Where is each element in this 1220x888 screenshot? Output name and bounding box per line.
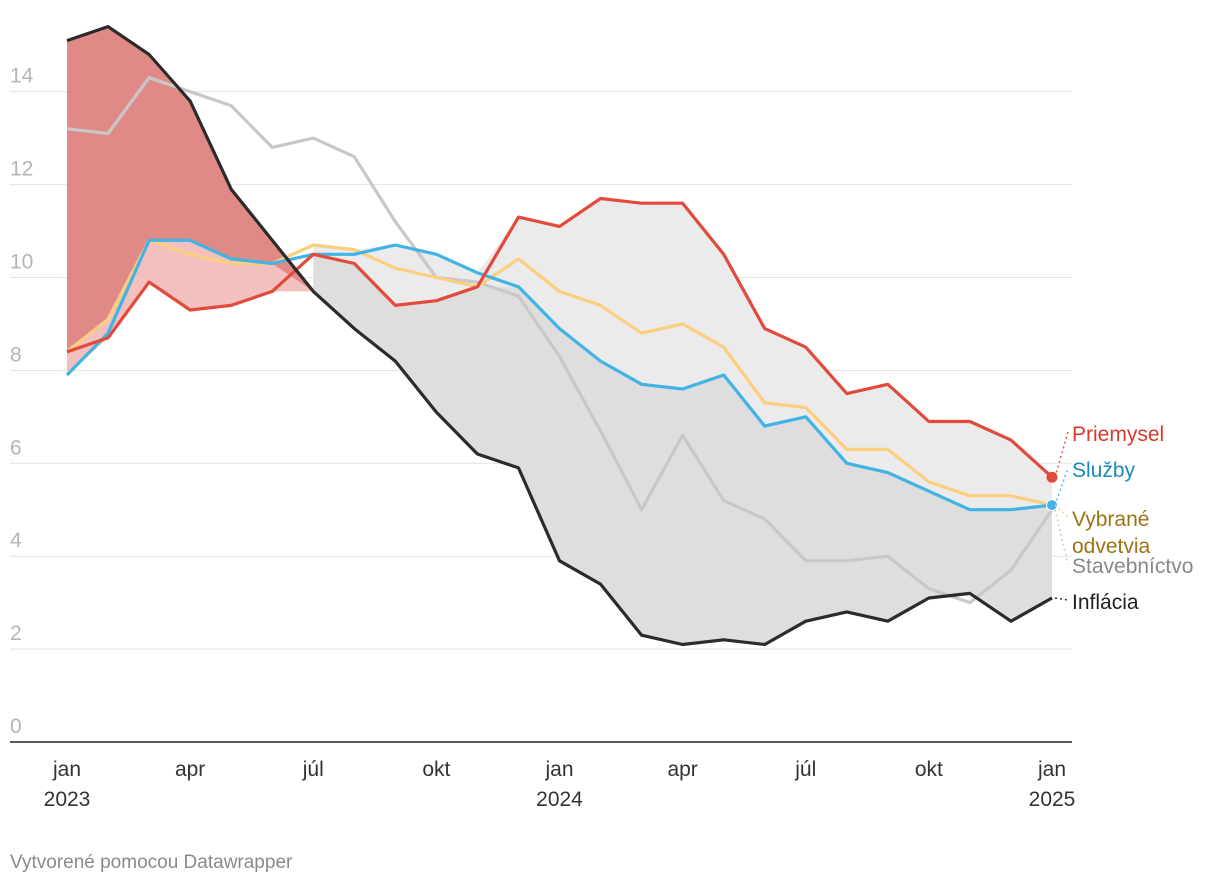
pink-band-area <box>67 240 314 375</box>
x-tick-label: júl <box>794 758 816 781</box>
end-label-inflacia: Inflácia <box>1072 591 1139 614</box>
connector-priemysel <box>1054 431 1069 478</box>
end-label-sluzby: Služby <box>1072 459 1136 482</box>
x-tick-label: apr <box>667 758 697 781</box>
line-vybrane <box>66 238 1053 507</box>
y-tick-label: 4 <box>10 529 22 552</box>
x-tick-label: jan <box>1037 758 1066 781</box>
connector-sluzby <box>1054 467 1069 506</box>
line-inflacia <box>66 25 1053 647</box>
end-label-vybrane: odvetvia <box>1072 535 1151 558</box>
x-axis-labels: jan 2023 apr júl okt jan 2024 apr júl okt jan 2025 <box>44 758 1076 811</box>
x-tick-year: 2024 <box>536 788 583 811</box>
x-tick-label: júl <box>302 758 324 781</box>
y-tick-label: 14 <box>10 65 34 88</box>
x-tick-label: okt <box>915 758 943 781</box>
y-tick-label: 10 <box>10 250 33 273</box>
y-tick-label: 2 <box>10 622 22 645</box>
x-tick-year: 2023 <box>44 788 91 811</box>
line-priemysel <box>66 196 1054 479</box>
end-label-stavebnictvo: Stavebníctvo <box>1072 555 1193 578</box>
connector-stavebnictvo <box>1054 509 1069 565</box>
line-sluzby <box>65 238 1053 512</box>
series-end-labels: Priemysel Služby Vybrané odvetviaStavebníct… <box>1054 423 1193 614</box>
series-lines <box>65 25 1058 647</box>
y-tick-label: 0 <box>10 715 22 738</box>
inflation-gap-area <box>313 254 1052 645</box>
end-label-vybrane: Vybrané <box>1072 508 1149 531</box>
priemysel-end-dot <box>1046 471 1058 483</box>
x-tick-label: jan <box>544 758 573 781</box>
y-tick-label: 12 <box>10 158 33 181</box>
x-tick-label: apr <box>175 758 205 781</box>
connector-inflacia <box>1054 597 1069 601</box>
x-tick-year: 2025 <box>1029 788 1076 811</box>
y-tick-label: 6 <box>10 436 22 459</box>
y-tick-label: 8 <box>10 343 22 366</box>
band-area <box>313 198 1052 510</box>
x-tick-label: jan <box>52 758 81 781</box>
line-stavebnictvo <box>66 76 1054 605</box>
shaded-areas <box>67 26 1052 645</box>
sluzby-end-dot <box>1046 499 1058 512</box>
end-label-priemysel: Priemysel <box>1072 423 1164 446</box>
x-tick-label: okt <box>422 758 450 781</box>
y-axis-labels: 0 2 4 6 8 10 12 14 <box>10 65 34 738</box>
credit-text: Vytvorené pomocou Datawrapper <box>10 852 293 873</box>
